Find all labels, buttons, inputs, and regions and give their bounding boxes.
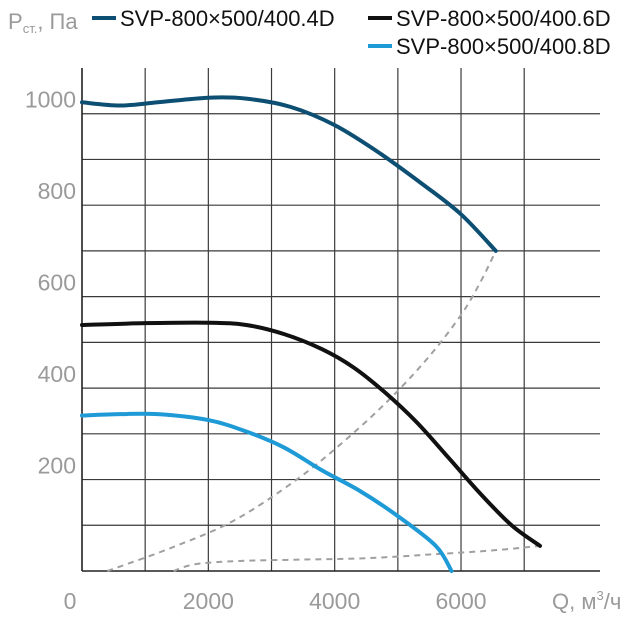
system-curve-1 — [173, 544, 541, 572]
legend-label-6d: SVP-800×500/400.6D — [396, 6, 611, 31]
system-curves — [106, 250, 541, 572]
legend-item-8d: SVP-800×500/400.8D — [368, 34, 611, 59]
series-line-1 — [80, 320, 542, 548]
y-axis-label: Pст., Па — [8, 9, 78, 36]
series-line-0 — [80, 95, 498, 253]
legend-item-4d: SVP-800×500/400.4D — [92, 6, 335, 31]
x-tick-label: 6000 — [435, 588, 486, 614]
y-tick-label: 800 — [38, 178, 76, 204]
y-tick-label: 600 — [38, 270, 76, 296]
system-curve-0 — [106, 250, 497, 572]
x-tick-labels: 0 2000 4000 6000 — [64, 588, 487, 614]
grid — [82, 68, 600, 571]
y-tick-label: 200 — [38, 453, 76, 479]
y-tick-label: 1000 — [25, 87, 76, 113]
x-tick-label: 2000 — [183, 588, 234, 614]
legend-label-4d: SVP-800×500/400.4D — [120, 6, 335, 31]
x-tick-label: 0 — [64, 588, 77, 614]
legend: SVP-800×500/400.4D SVP-800×500/400.6D SV… — [92, 6, 611, 59]
axes — [81, 68, 600, 572]
y-tick-labels: 200 400 600 800 1000 — [25, 87, 76, 479]
series-line-2 — [80, 411, 454, 573]
x-tick-label: 4000 — [309, 588, 360, 614]
legend-item-6d: SVP-800×500/400.6D — [368, 6, 611, 31]
legend-label-8d: SVP-800×500/400.8D — [396, 34, 611, 59]
series-lines — [80, 95, 542, 573]
y-tick-label: 400 — [38, 361, 76, 387]
x-axis-label: Q, м3/ч — [552, 588, 621, 614]
